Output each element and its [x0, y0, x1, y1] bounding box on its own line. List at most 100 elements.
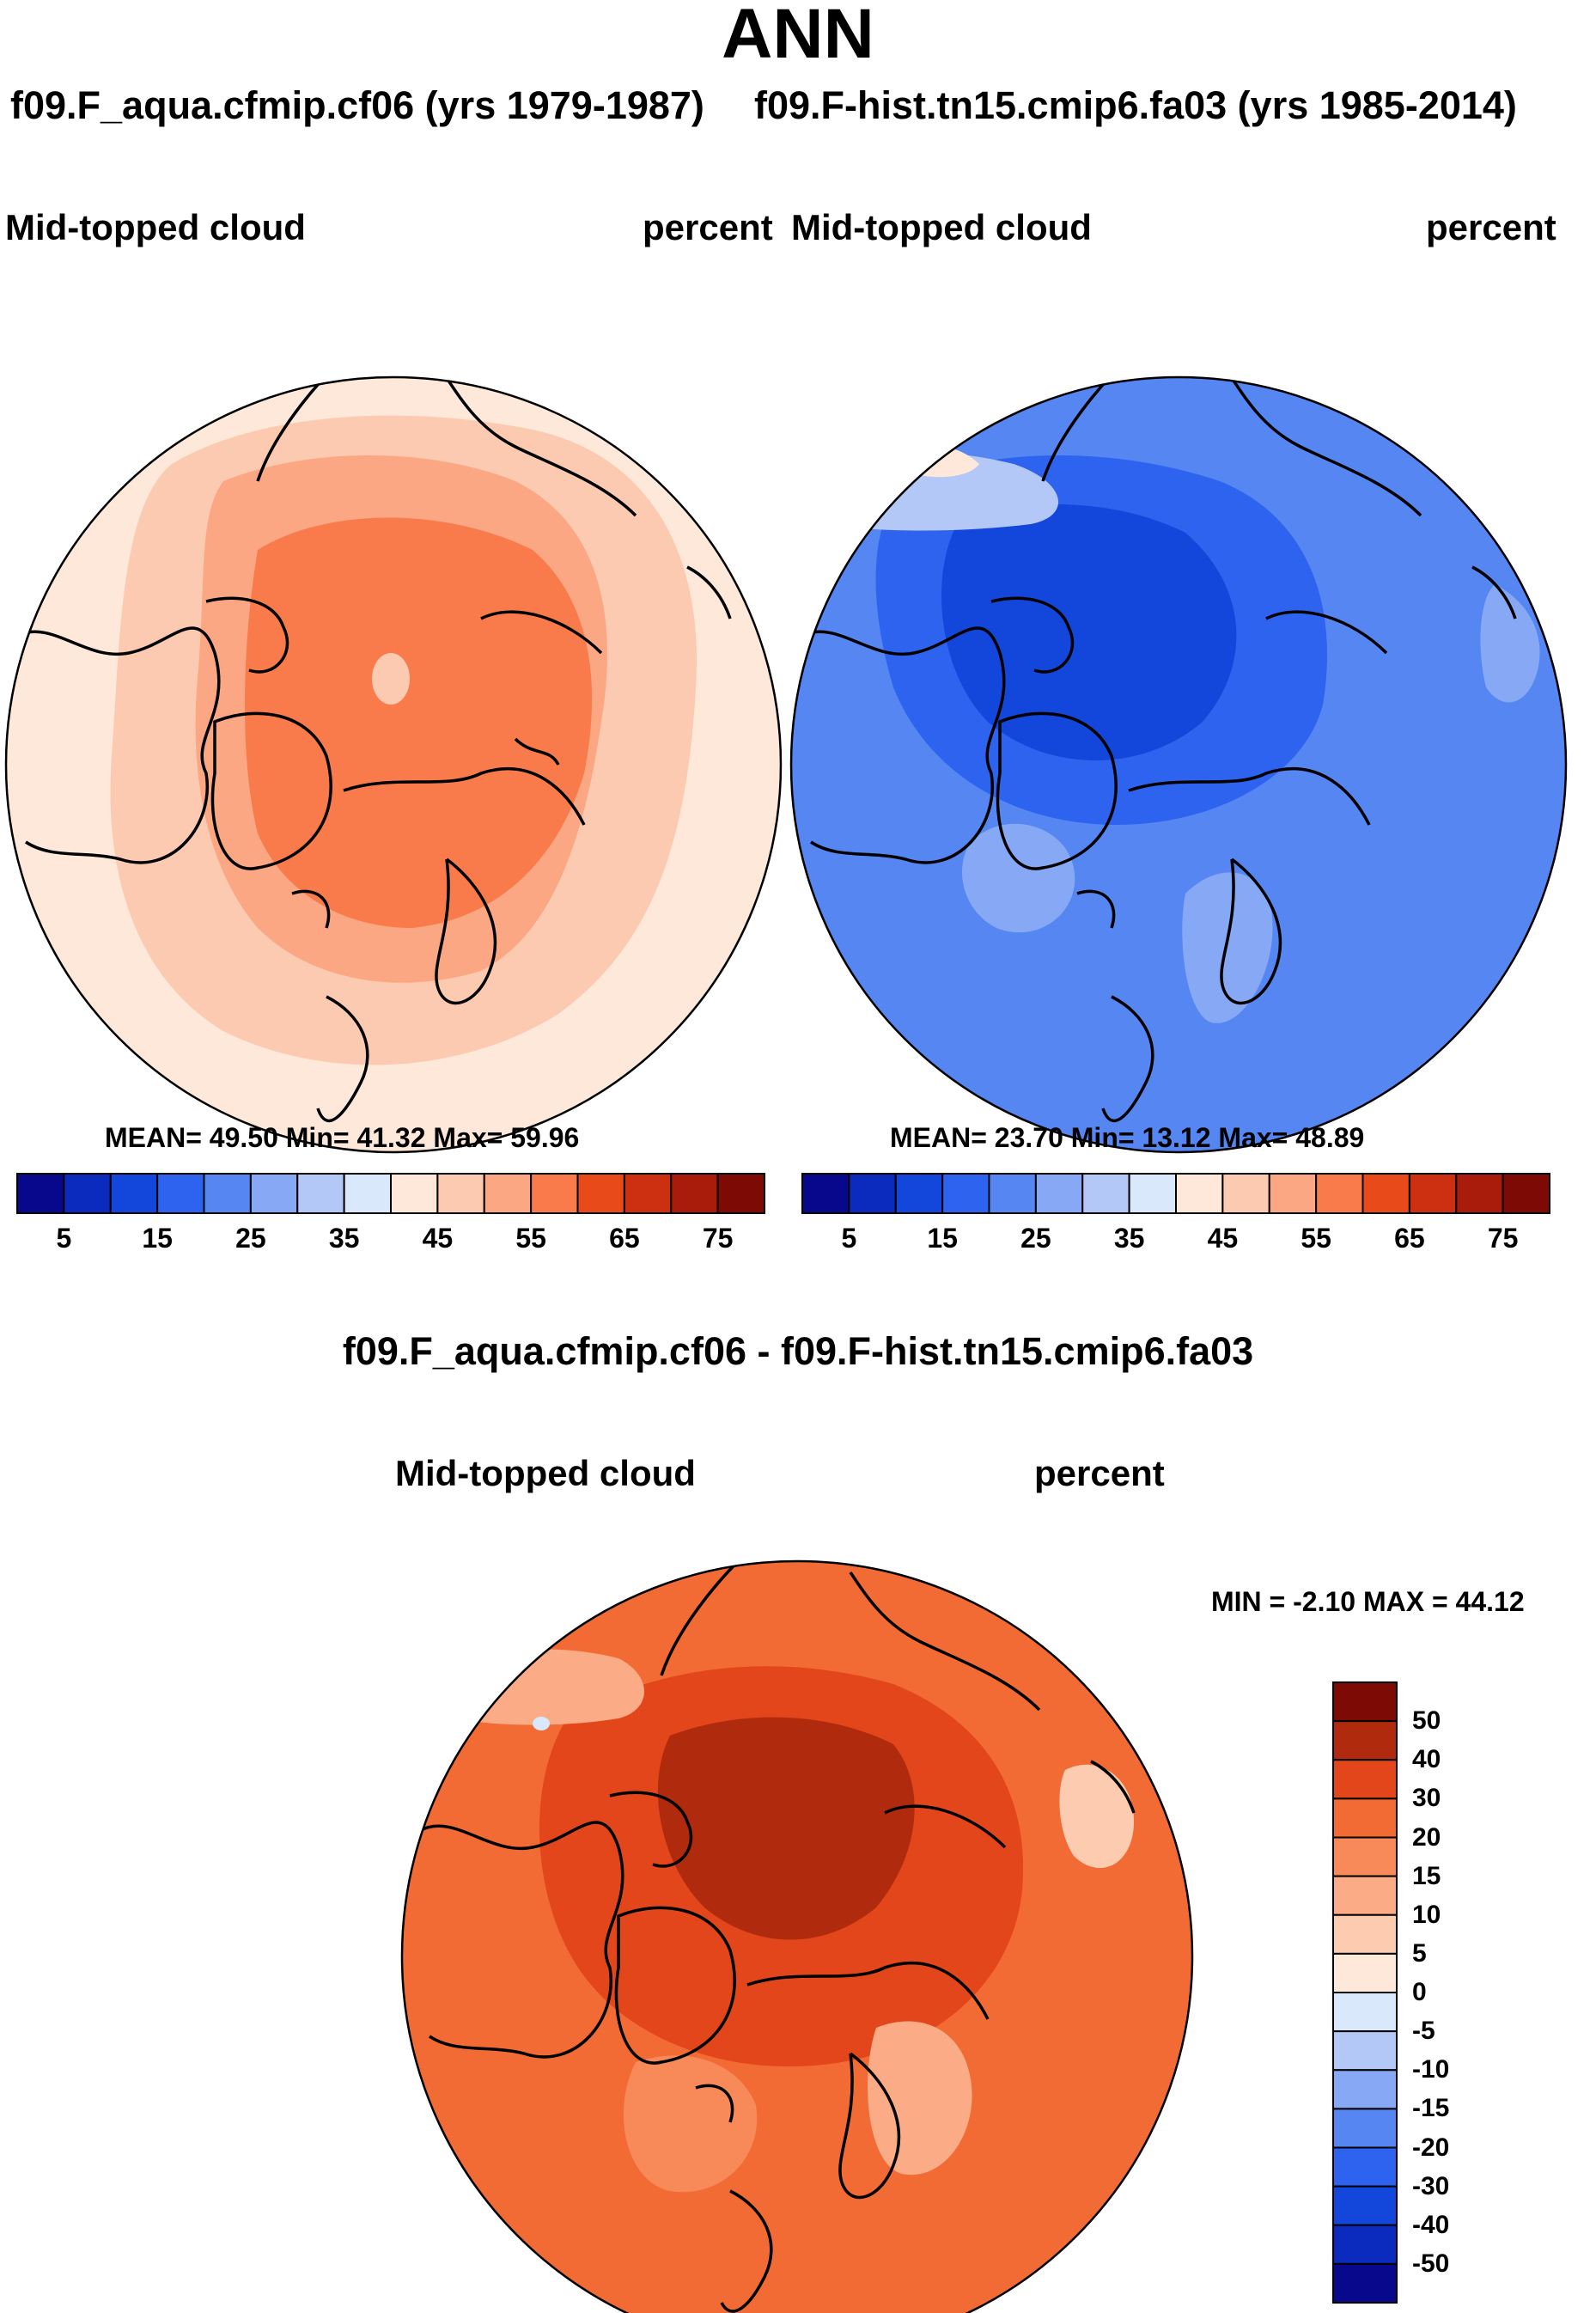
- colorbar-tick-label: 30: [1412, 1784, 1441, 1813]
- contour-fill-30-35-b: [1182, 872, 1273, 1023]
- colorbar-tick-label: 5: [56, 1223, 72, 1254]
- colorbar-tick-label: 50: [1412, 1706, 1441, 1736]
- colorbar-swatch: [1332, 1913, 1398, 1955]
- colorbar-swatch: [63, 1173, 112, 1214]
- colorbar-swatch: [483, 1173, 533, 1214]
- map-panel-1: [4, 375, 783, 1154]
- colorbar-tick-label: 45: [422, 1223, 454, 1254]
- panel2-units: percent: [1426, 207, 1556, 247]
- panel1-stats: MEAN= 49.50 Min= 41.32 Max= 59.96: [105, 1122, 580, 1153]
- panel1-units: percent: [643, 207, 773, 247]
- colorbar-swatch: [1361, 1173, 1410, 1214]
- contour-fill-40-50: [657, 1717, 915, 1940]
- map-border-2: [789, 375, 1568, 1154]
- panel2-variable: Mid-topped cloud: [791, 207, 1092, 247]
- colorbar-tick-label: 75: [702, 1223, 734, 1254]
- colorbar-swatch: [1408, 1173, 1458, 1214]
- colorbar-tick-label: 5: [841, 1223, 857, 1254]
- colorbar-swatch: [1332, 1759, 1398, 1800]
- colorbar-swatch: [1332, 1952, 1398, 1993]
- colorbar-tick-label: 25: [235, 1223, 266, 1254]
- colorbar-tick-label: -10: [1412, 2055, 1450, 2084]
- map-border-1: [4, 375, 783, 1154]
- colorbar-tick-label: 10: [1412, 1900, 1441, 1929]
- colorbar-tick-label: 40: [1412, 1745, 1441, 1774]
- contour-fill-10-15-b: [868, 2021, 972, 2176]
- colorbar-swatch: [670, 1173, 719, 1214]
- map-panel-diff: [400, 1559, 1194, 2313]
- colorbar-swatch: [1332, 1836, 1398, 1877]
- colorbar-swatch: [203, 1173, 252, 1214]
- contour-fill-55-60: [245, 517, 593, 928]
- colorbar-tick-label: 15: [927, 1223, 958, 1254]
- diff-title: f09.F_aqua.cfmip.cf06 - f09.F-hist.tn15.…: [342, 1329, 1254, 1373]
- colorbar-tick-label: -15: [1412, 2094, 1450, 2123]
- colorbar-abs-2: [801, 1173, 1550, 1214]
- colorbar-swatch: [1332, 2224, 1398, 2265]
- contour-fill-5-10: [1059, 1764, 1134, 1869]
- colorbar-tick-label: 65: [609, 1223, 640, 1254]
- colorbar-swatch: [1332, 2108, 1398, 2149]
- colorbar-swatch: [623, 1173, 673, 1214]
- diff-units: percent: [1034, 1453, 1165, 1493]
- panel1-case-label: f09.F_aqua.cfmip.cf06 (yrs 1979-1987): [10, 83, 704, 127]
- colorbar-swatch: [1332, 2146, 1398, 2188]
- coastlines-2: [801, 377, 1517, 1123]
- colorbar-swatch: [1221, 1173, 1270, 1214]
- colorbar-tick-label: 55: [515, 1223, 546, 1254]
- colorbar-swatch: [1332, 1875, 1398, 1916]
- colorbar-swatch: [848, 1173, 897, 1214]
- colorbar-tick-label: 35: [328, 1223, 360, 1254]
- colorbar-tick-label: -30: [1412, 2171, 1450, 2200]
- colorbar-swatch: [530, 1173, 579, 1214]
- contour-fill-pole: [372, 653, 410, 705]
- colorbar-tick-label: 0: [1412, 1978, 1427, 2006]
- colorbar-swatch: [1315, 1173, 1364, 1214]
- colorbar-swatch: [109, 1173, 159, 1214]
- colorbar-swatch: [894, 1173, 944, 1214]
- colorbar-swatch: [801, 1173, 850, 1214]
- map-border-diff: [400, 1559, 1194, 2313]
- colorbar-swatch: [1175, 1173, 1224, 1214]
- colorbar-swatch: [1332, 1681, 1398, 1723]
- colorbar-tick-label: 55: [1301, 1223, 1331, 1254]
- colorbar-swatch: [249, 1173, 299, 1214]
- colorbar-swatch: [716, 1173, 765, 1214]
- contour-fill-neg: [533, 1717, 550, 1730]
- colorbar-swatch: [343, 1173, 392, 1214]
- colorbar-swatch: [436, 1173, 485, 1214]
- colorbar-swatch: [296, 1173, 345, 1214]
- map-panel-2: [789, 375, 1568, 1154]
- colorbar-swatch: [16, 1173, 65, 1214]
- colorbar-tick-label: 15: [1412, 1861, 1441, 1890]
- contour-fill-30-35-a: [962, 823, 1075, 933]
- colorbar-tick-label: -20: [1412, 2133, 1450, 2162]
- colorbar-tick-label: 65: [1394, 1223, 1425, 1254]
- colorbar-swatch: [1332, 1797, 1398, 1839]
- colorbar-tick-label: -40: [1412, 2210, 1450, 2239]
- panel2-stats: MEAN= 23.70 Min= 13.12 Max= 48.89: [890, 1122, 1365, 1153]
- figure-title: ANN: [722, 0, 874, 73]
- colorbar-tick-label: 25: [1020, 1223, 1051, 1254]
- colorbar-swatch: [1332, 2069, 1398, 2110]
- colorbar-tick-label: 15: [142, 1223, 173, 1254]
- diff-variable: Mid-topped cloud: [395, 1453, 696, 1493]
- colorbar-tick-label: -5: [1412, 2017, 1435, 2046]
- colorbar-tick-label: 75: [1487, 1223, 1519, 1254]
- colorbar-swatch: [576, 1173, 625, 1214]
- colorbar-swatch: [1081, 1173, 1130, 1214]
- contour-fill-15-20: [941, 503, 1237, 760]
- colorbar-swatch: [1502, 1173, 1550, 1214]
- colorbar-swatch: [1332, 2030, 1398, 2072]
- colorbar-swatch: [1332, 1992, 1398, 2033]
- colorbar-swatch: [1268, 1173, 1318, 1214]
- colorbar-swatch: [1128, 1173, 1177, 1214]
- colorbar-abs-1: [16, 1173, 765, 1214]
- colorbar-swatch: [1332, 1720, 1398, 1761]
- contour-fill-30-35-c: [1480, 584, 1540, 703]
- colorbar-tick-label: 35: [1113, 1223, 1145, 1254]
- contour-fill-10-15-a: [429, 1649, 644, 1725]
- colorbar-swatch: [1332, 2262, 1398, 2304]
- colorbar-swatch: [941, 1173, 990, 1214]
